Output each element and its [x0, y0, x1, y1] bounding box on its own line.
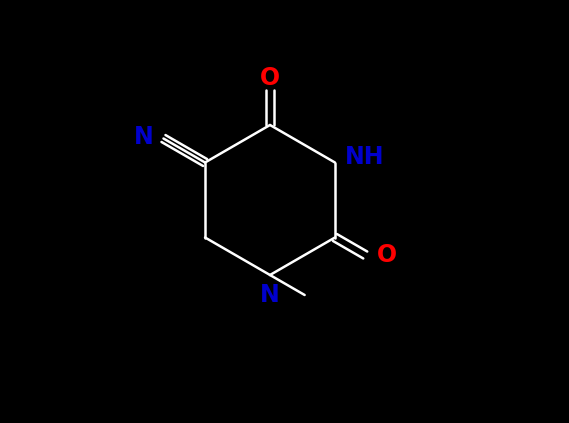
Text: NH: NH	[345, 145, 385, 168]
Text: N: N	[134, 124, 154, 148]
Text: N: N	[260, 283, 280, 307]
Text: O: O	[260, 66, 280, 90]
Text: O: O	[377, 243, 397, 267]
